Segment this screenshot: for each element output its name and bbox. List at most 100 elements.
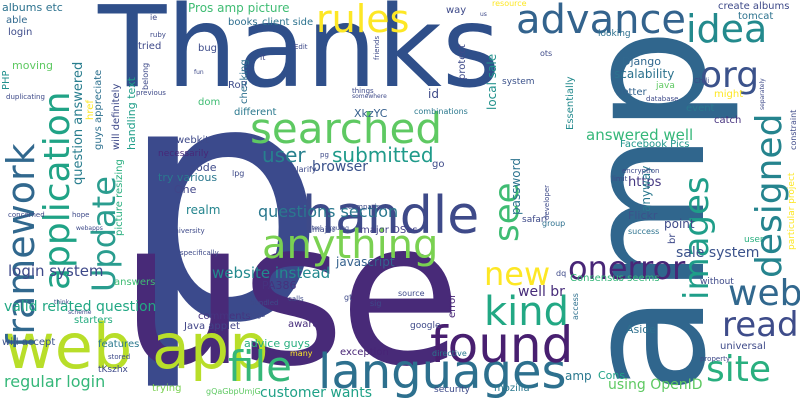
word-looking: looking <box>598 30 631 39</box>
word-lpg: lpg <box>232 170 244 178</box>
word-catch: catch <box>714 116 741 126</box>
word-aside: Aside <box>626 324 656 335</box>
word-able: able <box>6 16 27 26</box>
word-advice-guys: advice guys <box>244 338 310 349</box>
word-error: error <box>448 294 458 318</box>
word-protect: protect <box>458 44 468 80</box>
word-clarify: clarify <box>292 166 316 174</box>
word-customer-wants: customer wants <box>260 386 372 400</box>
word-previous: previous <box>136 90 166 97</box>
word-user-small: user <box>744 236 764 245</box>
word-question-answered: question answered <box>72 62 85 185</box>
word-event: event <box>686 104 714 114</box>
word-well-br: well br <box>518 285 565 299</box>
word-duplicating: duplicating <box>6 94 45 101</box>
word-password: password <box>510 158 522 215</box>
word-better: better <box>616 88 647 98</box>
word-will-accept: will accept <box>2 338 55 348</box>
word-property: property <box>700 356 730 363</box>
word-ots: ots <box>540 50 552 58</box>
word-comparison: comparison <box>348 204 389 211</box>
word-ruby: ruby <box>150 32 166 39</box>
word-bundled: bundled <box>250 300 278 307</box>
word-us: us <box>480 12 487 18</box>
word-features: features <box>98 340 139 350</box>
word-br: br <box>668 234 678 244</box>
word-starters: starters <box>74 316 113 326</box>
word-think: think <box>54 300 69 306</box>
word-stored: stored <box>108 354 130 361</box>
word-hope: hope <box>72 212 89 219</box>
word-encryption: encryption <box>622 168 659 175</box>
word-browser: browser <box>312 160 368 174</box>
word-necessarily: necessarily <box>158 150 209 159</box>
word-essentially: Essentially <box>566 76 576 130</box>
word-consensus-seems: Consensus seems <box>570 274 660 284</box>
word-source: source <box>398 290 425 298</box>
word-database: database <box>646 96 678 103</box>
word-major-oses: major OSes <box>360 226 418 236</box>
word-webapps: webapps <box>76 226 103 232</box>
word-try-various: try various <box>158 172 217 183</box>
word-picture-resizing: picture resizing <box>115 159 125 236</box>
word-xkzyc: XkzYC <box>354 108 387 119</box>
word-rules: rules <box>316 0 409 38</box>
word-directive: directive <box>432 350 467 358</box>
word-success: success <box>628 228 659 236</box>
word-specifically: specifically <box>180 250 219 257</box>
word-amp-small: amp <box>565 370 592 382</box>
word-html: html <box>308 226 322 232</box>
word-go: go <box>432 160 444 170</box>
word-universal: universal <box>720 342 766 352</box>
word-arguing: arguing <box>326 226 349 232</box>
word-different: different <box>234 108 276 118</box>
word-access: access <box>572 293 580 320</box>
word-limit: limit <box>612 176 627 183</box>
word-login-system: login system <box>8 264 104 279</box>
word-aware: aware <box>288 320 318 330</box>
word-friends: friends <box>374 36 381 60</box>
word-group: group <box>542 220 565 228</box>
word-pa386: PA386 <box>262 280 296 291</box>
word-checking: checking <box>240 59 250 104</box>
word-exception: exception <box>340 348 389 358</box>
word-pros-amp-picture: Pros amp picture <box>188 2 290 14</box>
word-combinations: combinations <box>414 108 468 116</box>
word-href: href <box>86 100 96 120</box>
word-ie: ie <box>150 14 157 22</box>
word-answers: answers <box>114 278 155 288</box>
word-tried: tried <box>138 42 161 52</box>
word-dq: dq <box>556 270 566 278</box>
word-belong: belong <box>142 63 150 90</box>
word-without: without <box>700 278 734 287</box>
word-tkszhx: tKszhx <box>98 366 128 375</box>
word-might: might <box>714 90 743 100</box>
word-realm: realm <box>186 204 220 216</box>
word-java-applet: Java applet <box>184 322 240 332</box>
word-developer: developer <box>544 185 551 220</box>
word-trying: trying <box>152 384 181 394</box>
word-concerned: concerned <box>8 212 45 219</box>
word-particular-project: particular project <box>788 173 797 250</box>
word-security: security <box>434 386 470 395</box>
word-java: java <box>656 82 675 91</box>
word-dom: dom <box>198 98 220 108</box>
word-albums-etc: albums etc <box>2 2 63 13</box>
word-many: many <box>290 350 313 358</box>
word-gqagbpumjg: gQaGbpUmjG <box>206 388 261 396</box>
word-books: books <box>228 18 258 28</box>
word-somewhere: somewhere <box>352 94 387 100</box>
word-sig: sig <box>370 300 381 308</box>
word-configs: configs <box>240 312 265 319</box>
word-scheme: scheme <box>68 310 91 316</box>
word-login: login <box>8 28 32 38</box>
word-sale-system: sale system <box>676 246 759 260</box>
word-point: point <box>664 218 695 230</box>
word-way: way <box>446 6 466 16</box>
word-read: read <box>722 308 799 342</box>
word-javascript: javascript <box>336 256 395 268</box>
word-chili: Chili <box>694 78 709 85</box>
word-cons: Cons <box>598 370 625 381</box>
word-framework: framework <box>2 143 40 348</box>
